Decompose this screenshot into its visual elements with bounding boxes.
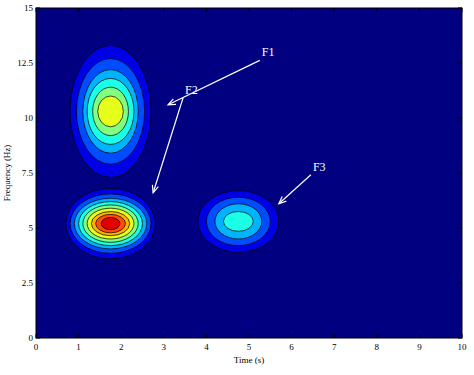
y-tick (458, 228, 462, 229)
x-tick-label: 2 (119, 342, 124, 352)
x-tick-label: 7 (332, 342, 337, 352)
x-tick (121, 334, 122, 338)
contours (66, 45, 279, 258)
annotation-arrowhead (168, 99, 176, 105)
contour-level (206, 197, 270, 245)
plot-background (36, 8, 462, 338)
contour-level (198, 191, 279, 253)
x-tick (334, 8, 335, 12)
y-tick (458, 283, 462, 284)
x-tick (206, 334, 207, 338)
y-tick (36, 338, 40, 339)
x-tick (462, 334, 463, 338)
y-tick (36, 173, 40, 174)
y-tick-label: 5 (29, 223, 34, 233)
y-tick-label: 10 (24, 113, 34, 123)
y-tick-label: 0 (29, 333, 34, 343)
x-tick (249, 8, 250, 12)
x-tick (163, 334, 164, 338)
chart: 0 1 2 3 4 5 6 7 8 9 10 0 2.5 5 7.5 10 12.5 15 Time (s) Freq… (0, 0, 474, 375)
y-tick (36, 8, 40, 9)
y-tick-label: 15 (24, 3, 34, 13)
x-tick (78, 334, 79, 338)
contour-level (74, 198, 146, 249)
contour-level (101, 217, 120, 229)
x-tick (36, 334, 37, 338)
y-axis-title: Frequency (Hz) (2, 145, 12, 202)
y-tick (458, 8, 462, 9)
annotation: F2 (185, 83, 198, 97)
contour-level (215, 204, 262, 239)
y-tick-label: 7.5 (22, 168, 34, 178)
contour-level (70, 194, 151, 253)
plot-frame (36, 8, 462, 338)
contour-level (83, 205, 138, 242)
contour-level (91, 212, 129, 236)
x-tick-label: 1 (76, 342, 81, 352)
x-tick (78, 8, 79, 12)
annotation-arrow (279, 175, 311, 204)
x-tick-label: 3 (162, 342, 167, 352)
annotation-arrowhead (152, 185, 158, 193)
annotation-arrow (168, 60, 260, 104)
x-tick (206, 8, 207, 12)
annotation-arrow (153, 98, 183, 193)
y-tick (36, 118, 40, 119)
x-axis-title: Time (s) (234, 355, 264, 365)
x-tick-label: 9 (417, 342, 422, 352)
contour-level (79, 202, 143, 246)
y-tick-label: 2.5 (22, 278, 34, 288)
y-tick (36, 63, 40, 64)
y-tick (458, 338, 462, 339)
x-tick-label: 5 (247, 342, 252, 352)
x-tick-label: 6 (289, 342, 294, 352)
y-tick (36, 228, 40, 229)
x-tick (376, 334, 377, 338)
annotation: F1 (262, 45, 275, 59)
contour-level (83, 70, 138, 154)
annotation: F3 (313, 160, 326, 174)
x-tick-label: 10 (458, 342, 468, 352)
y-tick (458, 118, 462, 119)
x-tick (249, 334, 250, 338)
contour-level (93, 87, 129, 135)
contour-level (87, 78, 134, 144)
contour-level (96, 214, 126, 232)
x-tick-label: 4 (204, 342, 209, 352)
x-tick (121, 8, 122, 12)
annotation-arrowhead (279, 197, 287, 204)
x-tick (419, 8, 420, 12)
y-tick-label: 12.5 (17, 58, 33, 68)
contour-level (66, 188, 155, 258)
contour-level (76, 59, 144, 165)
y-tick (458, 63, 462, 64)
x-tick (291, 8, 292, 12)
contour-level (70, 45, 151, 177)
contour-level (87, 208, 134, 239)
x-tick-label: 8 (375, 342, 380, 352)
x-tick (419, 334, 420, 338)
y-tick (458, 173, 462, 174)
x-tick (462, 8, 463, 12)
y-tick (36, 283, 40, 284)
contour-level (98, 96, 124, 127)
x-tick (376, 8, 377, 12)
x-tick-label: 0 (34, 342, 39, 352)
x-tick (334, 334, 335, 338)
x-tick (291, 334, 292, 338)
x-tick (36, 8, 37, 12)
x-tick (163, 8, 164, 12)
contour-level (223, 212, 253, 232)
